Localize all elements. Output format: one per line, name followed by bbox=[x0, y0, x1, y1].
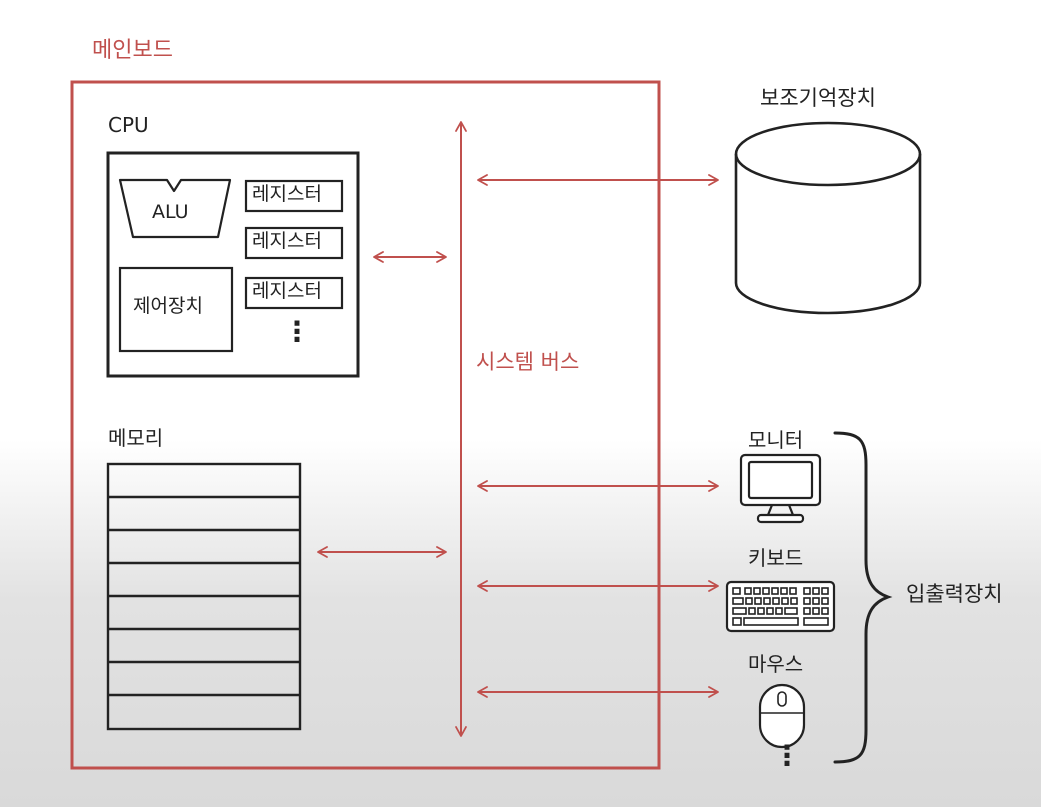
register-label-1: 레지스터 bbox=[252, 183, 322, 205]
mouse-label: 마우스 bbox=[748, 652, 804, 676]
io-brace bbox=[833, 431, 893, 764]
register-box-3 bbox=[244, 276, 344, 310]
alu-shape bbox=[118, 178, 232, 239]
register-label-2: 레지스터 bbox=[252, 230, 322, 252]
io-more-dots: ⋮ bbox=[773, 739, 801, 772]
mainboard-label: 메인보드 bbox=[92, 38, 173, 63]
register-box-2 bbox=[244, 226, 344, 260]
keyboard-icon bbox=[725, 580, 836, 633]
mouse-icon bbox=[758, 683, 806, 749]
monitor-icon bbox=[739, 453, 822, 524]
memory-label: 메모리 bbox=[108, 426, 164, 450]
memory-stack bbox=[106, 462, 302, 731]
monitor-label: 모니터 bbox=[748, 428, 804, 452]
system-bus-label: 시스템 버스 bbox=[476, 350, 580, 374]
control-unit-box bbox=[118, 266, 234, 353]
cpu-box bbox=[106, 151, 360, 378]
storage-label: 보조기억장치 bbox=[760, 86, 876, 110]
storage-cylinder-icon bbox=[734, 121, 922, 315]
control-unit-label: 제어장치 bbox=[133, 295, 203, 317]
alu-label: ALU bbox=[152, 201, 189, 223]
register-box-1 bbox=[244, 179, 344, 213]
mainboard-frame bbox=[70, 80, 661, 770]
register-label-3: 레지스터 bbox=[252, 280, 322, 302]
register-more-dots: ⋮ bbox=[283, 315, 311, 348]
keyboard-label: 키보드 bbox=[748, 546, 804, 570]
io-group-label: 입출력장치 bbox=[906, 582, 1003, 606]
cpu-label: CPU bbox=[108, 113, 149, 137]
